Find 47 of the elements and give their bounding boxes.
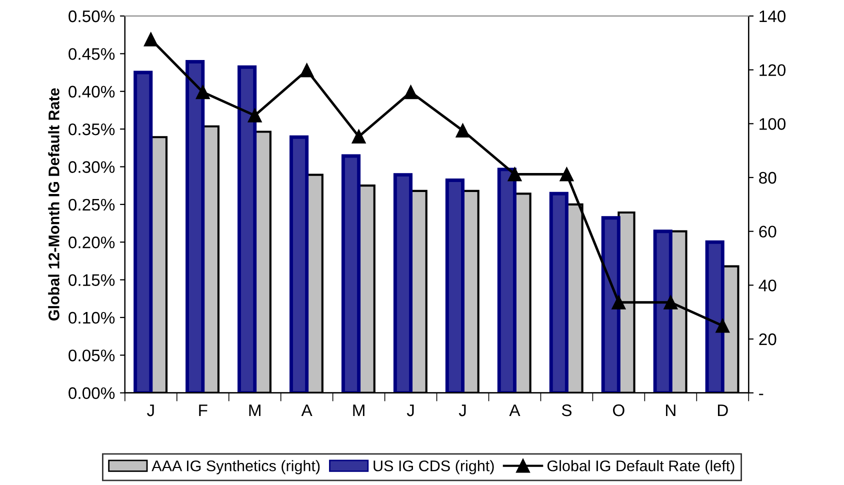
x-tick-label: J (146, 404, 154, 416)
y-tick-label: 0.45% (68, 48, 115, 60)
point (456, 124, 470, 138)
legend-label: Global IG Default Rate (left) (547, 460, 734, 474)
x-tick-label: A (509, 404, 520, 416)
y-axis-title: Global 12-Month IG Default Rate (48, 88, 60, 321)
x-tick-label: S (562, 404, 572, 416)
x-tick-label: F (199, 404, 208, 416)
y-tick-label: 0.50% (68, 10, 115, 22)
y2-tick-label: 100 (760, 118, 786, 130)
point (248, 108, 262, 122)
legend-label: AAA IG Synthetics (right) (152, 460, 320, 474)
y-tick-label: 0.10% (68, 312, 115, 324)
y-tick-label: 0.30% (68, 161, 115, 173)
point (144, 32, 158, 46)
y2-tick-label: - (759, 394, 764, 396)
x-tick-label: J (406, 404, 414, 416)
x-tick-label: M (249, 404, 260, 416)
y2-tick-label: 140 (760, 10, 786, 22)
point (196, 85, 210, 100)
point (716, 318, 730, 333)
y-tick-label: 0.00% (68, 387, 115, 400)
y2-tick-label: 120 (760, 64, 786, 76)
x-tick-label: A (301, 404, 312, 416)
y-tick-label: 0.35% (68, 123, 115, 136)
point (404, 85, 418, 100)
point (560, 167, 574, 182)
y2-tick-label: 40 (758, 280, 776, 292)
point (612, 295, 626, 310)
x-tick-label: M (353, 404, 364, 416)
legend-label: US IG CDS (right) (374, 460, 494, 474)
y2-tick-label: 60 (759, 226, 776, 238)
x-tick-label: O (612, 404, 624, 416)
x-tick-label: D (718, 404, 728, 416)
y-tick-label: 0.05% (68, 350, 115, 362)
y2-tick-label: 20 (759, 333, 776, 346)
point (664, 295, 678, 310)
y-tick-label: 0.15% (68, 274, 115, 286)
point (300, 63, 314, 78)
x-tick-label: J (458, 404, 466, 416)
y-tick-label: 0.25% (68, 198, 115, 211)
y-tick-label: 0.20% (68, 236, 115, 248)
point (508, 167, 522, 182)
y-tick-label: 0.40% (68, 86, 115, 98)
point (352, 130, 366, 144)
x-tick-label: N (666, 404, 676, 416)
y2-tick-label: 80 (759, 172, 776, 184)
